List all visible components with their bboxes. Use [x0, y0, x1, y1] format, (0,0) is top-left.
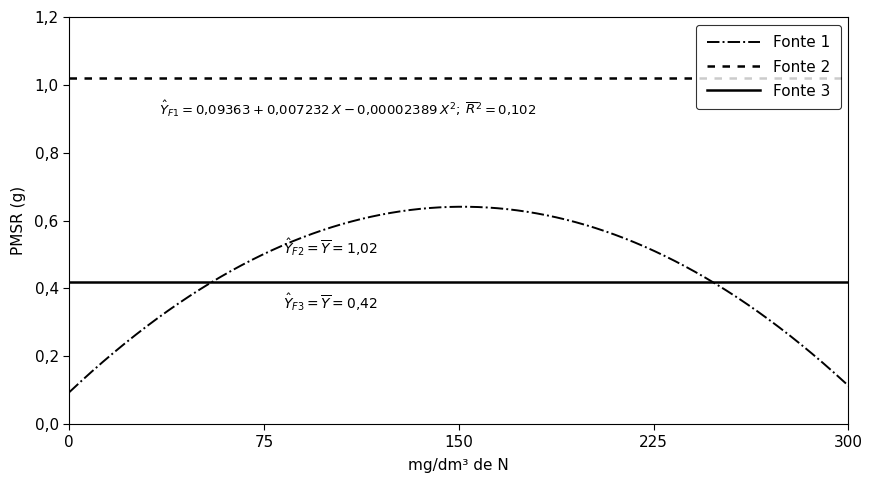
Text: $\hat{Y}_{F3} = \overline{Y} = 0{,}42$: $\hat{Y}_{F3} = \overline{Y} = 0{,}42$ — [283, 291, 378, 313]
Fonte 1 — [821, 363, 831, 368]
Fonte 1 — [678, 262, 689, 268]
Line: Fonte 1: Fonte 1 — [69, 207, 849, 393]
Text: $\hat{Y}_{F2} = \overline{Y} = 1{,}02$: $\hat{Y}_{F2} = \overline{Y} = 1{,}02$ — [283, 236, 378, 257]
Fonte 1 — [422, 205, 433, 211]
Fonte 1 — [443, 204, 454, 210]
Fonte 1 — [821, 363, 831, 369]
Text: $\hat{Y}_{F1} = 0{,}09363 + 0{,}007232\,X - 0{,}00002389\,X^2;\;\overline{R}^2 =: $\hat{Y}_{F1} = 0{,}09363 + 0{,}007232\,… — [159, 99, 536, 119]
Fonte 1 — [843, 383, 854, 389]
Fonte 1 — [104, 354, 114, 360]
Fonte 1 — [64, 390, 74, 395]
Legend: Fonte 1, Fonte 2, Fonte 3: Fonte 1, Fonte 2, Fonte 3 — [697, 25, 841, 109]
X-axis label: mg/dm³ de N: mg/dm³ de N — [408, 458, 510, 473]
Fonte 1 — [457, 204, 468, 210]
Y-axis label: PMSR (g): PMSR (g) — [11, 186, 26, 255]
